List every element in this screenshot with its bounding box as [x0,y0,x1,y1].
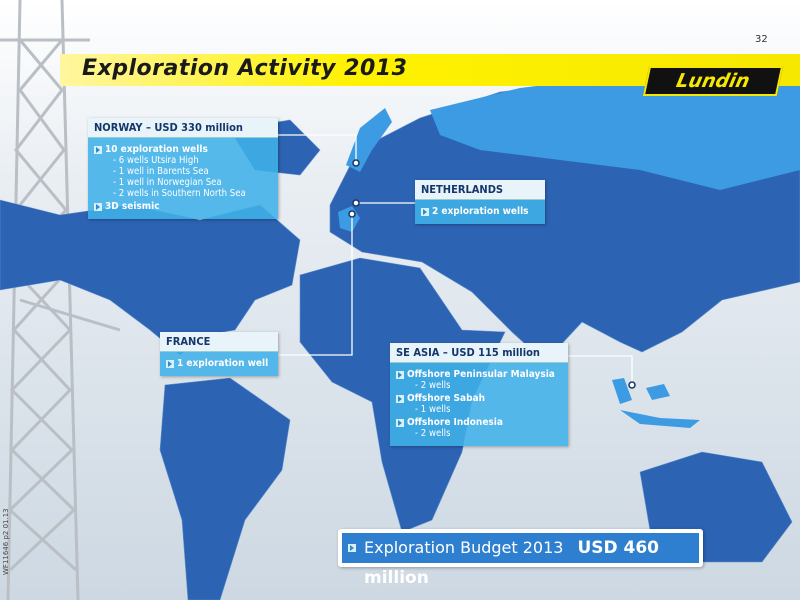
list-item: Offshore Indonesia - 2 wells [396,417,562,439]
item-text: Offshore Peninsular Malaysia [407,369,555,380]
list-item: 1 exploration well [166,358,272,369]
info-box: NORWAY – USD 330 million 10 exploration … [88,118,278,219]
list-item: 3D seismic [94,201,272,212]
bullet [94,146,102,154]
info-box: SE ASIA – USD 115 million Offshore Penin… [390,343,568,446]
budget-inner: Exploration Budget 2013 USD 460 million [342,533,699,588]
item-text: Offshore Indonesia [407,417,503,428]
box-body: 1 exploration well [160,352,278,376]
box-header: FRANCE [160,332,278,352]
item-text: 2 exploration wells [432,206,529,217]
connector-lines [278,134,633,385]
side-code: WF11646 p2 01.13 [2,508,10,575]
box-header: NORWAY – USD 330 million [88,118,278,138]
list-item: Offshore Peninsular Malaysia - 2 wells [396,369,562,391]
item-text: Offshore Sabah [407,393,486,404]
box-header: SE ASIA – USD 115 million [390,343,568,363]
box-header: NETHERLANDS [415,180,545,200]
box-body: 2 exploration wells [415,200,545,224]
item-text: 3D seismic [105,201,160,212]
bullet [166,360,174,368]
box-body: 10 exploration wells - 6 wells Utsira Hi… [88,138,278,219]
item-text: 1 exploration well [177,358,269,369]
sub-item: - 1 well in Barents Sea [113,166,209,177]
sub-item: - 2 wells [415,428,451,439]
sub-item: - 2 wells [415,380,451,391]
bullet [396,371,404,379]
sub-item: - 1 well in Norwegian Sea [113,177,222,188]
location-dots [348,159,636,389]
list-item: Offshore Sabah - 1 wells [396,393,562,415]
info-box: FRANCE 1 exploration well [160,332,278,376]
sub-item: - 2 wells in Southern North Sea [113,188,246,199]
bullet [94,203,102,211]
bullet [396,395,404,403]
bullet [348,544,356,552]
info-box: NETHERLANDS 2 exploration wells [415,180,545,224]
slide-title: Exploration Activity 2013 [82,56,408,81]
page-number: 32 [755,34,768,45]
box-body: Offshore Peninsular Malaysia - 2 wells O… [390,363,568,446]
bullet [396,419,404,427]
list-item: 2 exploration wells [421,206,539,217]
budget-label: Exploration Budget 2013 [364,538,564,557]
rig-lattice [0,0,121,600]
bullet [421,208,429,216]
list-item: 10 exploration wells - 6 wells Utsira Hi… [94,144,272,199]
budget-amount: USD 460 million [364,538,660,588]
item-text: 10 exploration wells [105,144,208,155]
sub-item: - 1 wells [415,404,451,415]
budget-banner: Exploration Budget 2013 USD 460 million [338,529,703,588]
logo: Lundin [642,66,784,96]
sub-item: - 6 wells Utsira High [113,155,199,166]
